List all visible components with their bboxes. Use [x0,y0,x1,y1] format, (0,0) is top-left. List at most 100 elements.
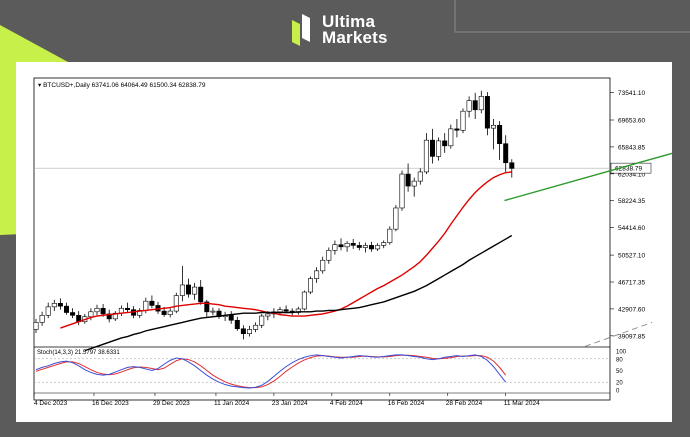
candle-body [368,245,374,250]
candle-body [106,313,112,320]
current-price-box [610,162,652,174]
decor-line [454,0,690,33]
candle-body [216,310,222,318]
trendline-line [504,152,672,202]
candle-body [112,312,118,320]
candle-body [88,311,94,318]
stoch-level-label: 20 [616,381,623,387]
candle-body [100,307,106,315]
candle-body [228,315,234,321]
x-tick-label: 11 Jan 2024 [214,400,250,407]
x-tick-label: 16 Feb 2024 [388,400,425,407]
candle-body [240,328,246,334]
candle-body [356,245,362,248]
candle-body [350,242,356,246]
candle-body [179,284,185,296]
candle-body [204,301,210,313]
stochastic-label: Stoch(14,3,3) 21.5797 38.6331 [37,350,120,356]
x-tick-label: 11 Mar 2024 [504,400,540,407]
candle-body [283,309,289,312]
candle-body [33,322,39,330]
candle-body [375,245,381,250]
candle-body [161,310,167,315]
candle-body [265,313,271,317]
candle-body [210,310,216,313]
candle-body [51,303,57,308]
candle-body [429,139,435,157]
candle-body [423,139,429,173]
candle-body [234,319,240,330]
candle-body [436,140,442,157]
candle-body [192,286,198,295]
stoch-d-line [35,354,507,389]
candle-body [167,310,173,315]
candle-body [417,171,423,182]
candle-body [466,100,472,112]
y-tick-label: 46717.35 [618,280,645,287]
candle-body [442,140,448,147]
candle-body [70,312,76,316]
candle-body [186,284,192,295]
current-price-label: 62838.79 [615,166,642,173]
dashed-line [584,321,653,347]
candle-body [460,110,466,131]
candle-body [314,270,320,279]
candle-body [484,96,490,129]
candle-body [57,303,63,307]
candle-body [478,96,484,111]
chart-title: ▾ BTCUSD+,Daily 63741.06 64064.49 61500.… [38,82,206,89]
candle-body [393,207,399,230]
candle-body [405,173,411,187]
candle-body [362,245,368,248]
stoch-level-label: 0 [616,389,620,395]
candle-body [490,125,496,129]
stoch-k-line [35,354,507,389]
candle-body [45,306,51,316]
x-tick-label: 4 Dec 2023 [34,400,68,407]
candle-body [143,300,149,311]
y-tick-label: 39097.85 [618,333,645,340]
stoch-level-label: 80 [616,357,623,363]
candle-body [307,278,313,293]
candle-body [338,244,344,248]
sma-20-line [60,171,512,329]
sma-50-line [84,234,513,352]
y-tick-label: 42907.60 [618,306,645,313]
y-tick-label: 54414.60 [618,225,645,232]
x-tick-label: 28 Feb 2024 [446,400,483,407]
y-tick-label: 69653.60 [618,118,645,125]
candle-body [259,315,265,326]
candle-body [326,250,332,261]
brand-name-line1: Ultima [322,12,376,31]
plot-frame [33,77,611,401]
candle-body [509,162,515,169]
candle-body [94,307,100,313]
candle-body [472,100,478,111]
x-tick-label: 4 Feb 2024 [330,400,363,407]
y-tick-label: 65843.85 [618,144,645,151]
candle-body [247,329,253,334]
candle-body [173,295,179,312]
candle-body [344,242,350,248]
candle-body [454,128,460,131]
ultima-logo-icon [292,14,310,46]
candle-body [125,307,131,310]
brand-logo: Ultima Markets [292,12,388,46]
candle-body [399,173,405,209]
y-tick-label: 58224.35 [618,198,645,205]
candle-body [149,300,155,306]
candle-body [63,305,69,313]
candle-body [411,180,417,187]
candle-body [381,242,387,246]
btcusd-chart: ▾ BTCUSD+,Daily 63741.06 64064.49 61500.… [33,77,672,407]
x-tick-label: 16 Dec 2023 [92,400,129,407]
candle-body [277,309,283,313]
candle-body [301,291,307,310]
y-tick-label: 62034.10 [618,171,645,178]
x-tick-label: 29 Dec 2023 [153,400,190,407]
stoch-level-label: 100 [616,350,627,356]
candle-body [198,286,204,303]
candle-body [503,143,509,164]
x-tick-label: 23 Jan 2024 [272,400,308,407]
stoch-level-label: 50 [616,369,623,375]
